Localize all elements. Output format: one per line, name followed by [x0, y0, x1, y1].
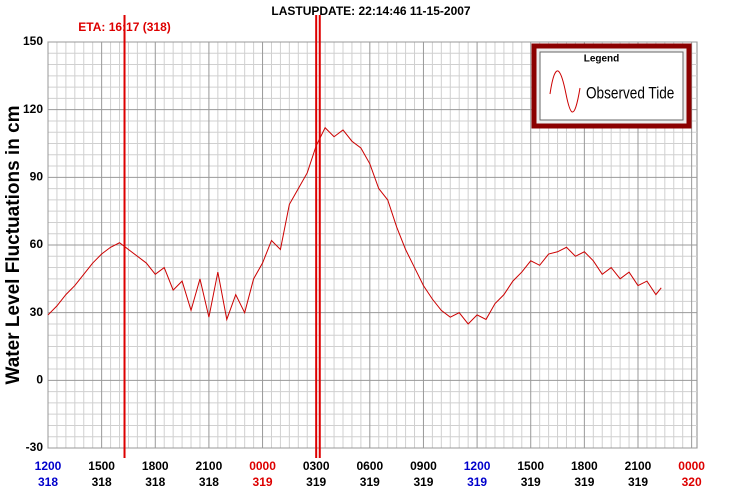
x-tick-label: 2100 [625, 459, 652, 473]
x-tick-day: 318 [199, 475, 219, 489]
x-tick-day: 319 [521, 475, 541, 489]
x-tick-label: 1800 [142, 459, 169, 473]
y-tick-label: 0 [36, 373, 43, 387]
x-tick-label: 0900 [410, 459, 437, 473]
x-tick-day: 319 [306, 475, 326, 489]
y-tick-label: 30 [30, 305, 44, 319]
legend-label: Observed Tide [586, 84, 674, 103]
chart-title: LASTUPDATE: 22:14:46 11-15-2007 [271, 4, 471, 18]
y-tick-label: 150 [23, 34, 43, 48]
x-tick-day: 318 [92, 475, 112, 489]
x-tick-label: 0000 [249, 459, 276, 473]
x-tick-day: 319 [413, 475, 433, 489]
x-tick-label: 1200 [35, 459, 62, 473]
x-tick-label: 0600 [356, 459, 383, 473]
y-tick-label: 120 [23, 102, 43, 116]
y-tick-label: 90 [30, 170, 44, 184]
marker-label: ETA: 16:17 (318) [78, 20, 170, 34]
x-tick-label: 2100 [196, 459, 223, 473]
tide-line [47, 126, 662, 325]
x-tick-day: 319 [628, 475, 648, 489]
y-axis-label: Water Level Fluctuations in cm [3, 105, 24, 384]
x-tick-day: 319 [360, 475, 380, 489]
x-tick-day: 320 [682, 475, 702, 489]
x-tick-label: 1800 [571, 459, 598, 473]
x-tick-label: 0000 [678, 459, 705, 473]
x-tick-day: 319 [574, 475, 594, 489]
y-tick-label: -30 [26, 440, 44, 454]
x-tick-day: 319 [467, 475, 487, 489]
x-tick-label: 1500 [517, 459, 544, 473]
x-tick-day: 319 [253, 475, 273, 489]
x-tick-label: 0300 [303, 459, 330, 473]
x-tick-day: 318 [145, 475, 165, 489]
x-tick-label: 1200 [464, 459, 491, 473]
x-tick-day: 318 [38, 475, 58, 489]
legend-symbol [549, 70, 581, 113]
legend-title: Legend [584, 54, 620, 65]
y-tick-label: 60 [30, 237, 44, 251]
x-tick-label: 1500 [88, 459, 115, 473]
